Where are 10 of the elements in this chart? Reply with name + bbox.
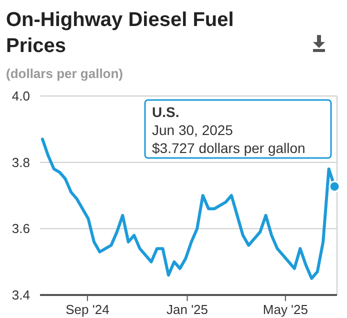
chart-title: On-Highway Diesel Fuel Prices [6, 9, 234, 57]
y-tick-label: 4.0 [12, 88, 30, 104]
y-tick-label: 3.4 [12, 288, 30, 303]
x-tick-label: Sep '24 [66, 302, 110, 317]
y-tick-label: 3.6 [12, 221, 30, 236]
y-tick-label: 3.8 [12, 154, 30, 170]
y-axis-title: (dollars per gallon) [6, 66, 124, 81]
x-tick-label: Jan '25 [166, 302, 208, 317]
x-tick-label: May '25 [262, 302, 308, 317]
annotation: U.S. Jun 30, 2025 $3.727 dollars per gallon [152, 104, 306, 156]
